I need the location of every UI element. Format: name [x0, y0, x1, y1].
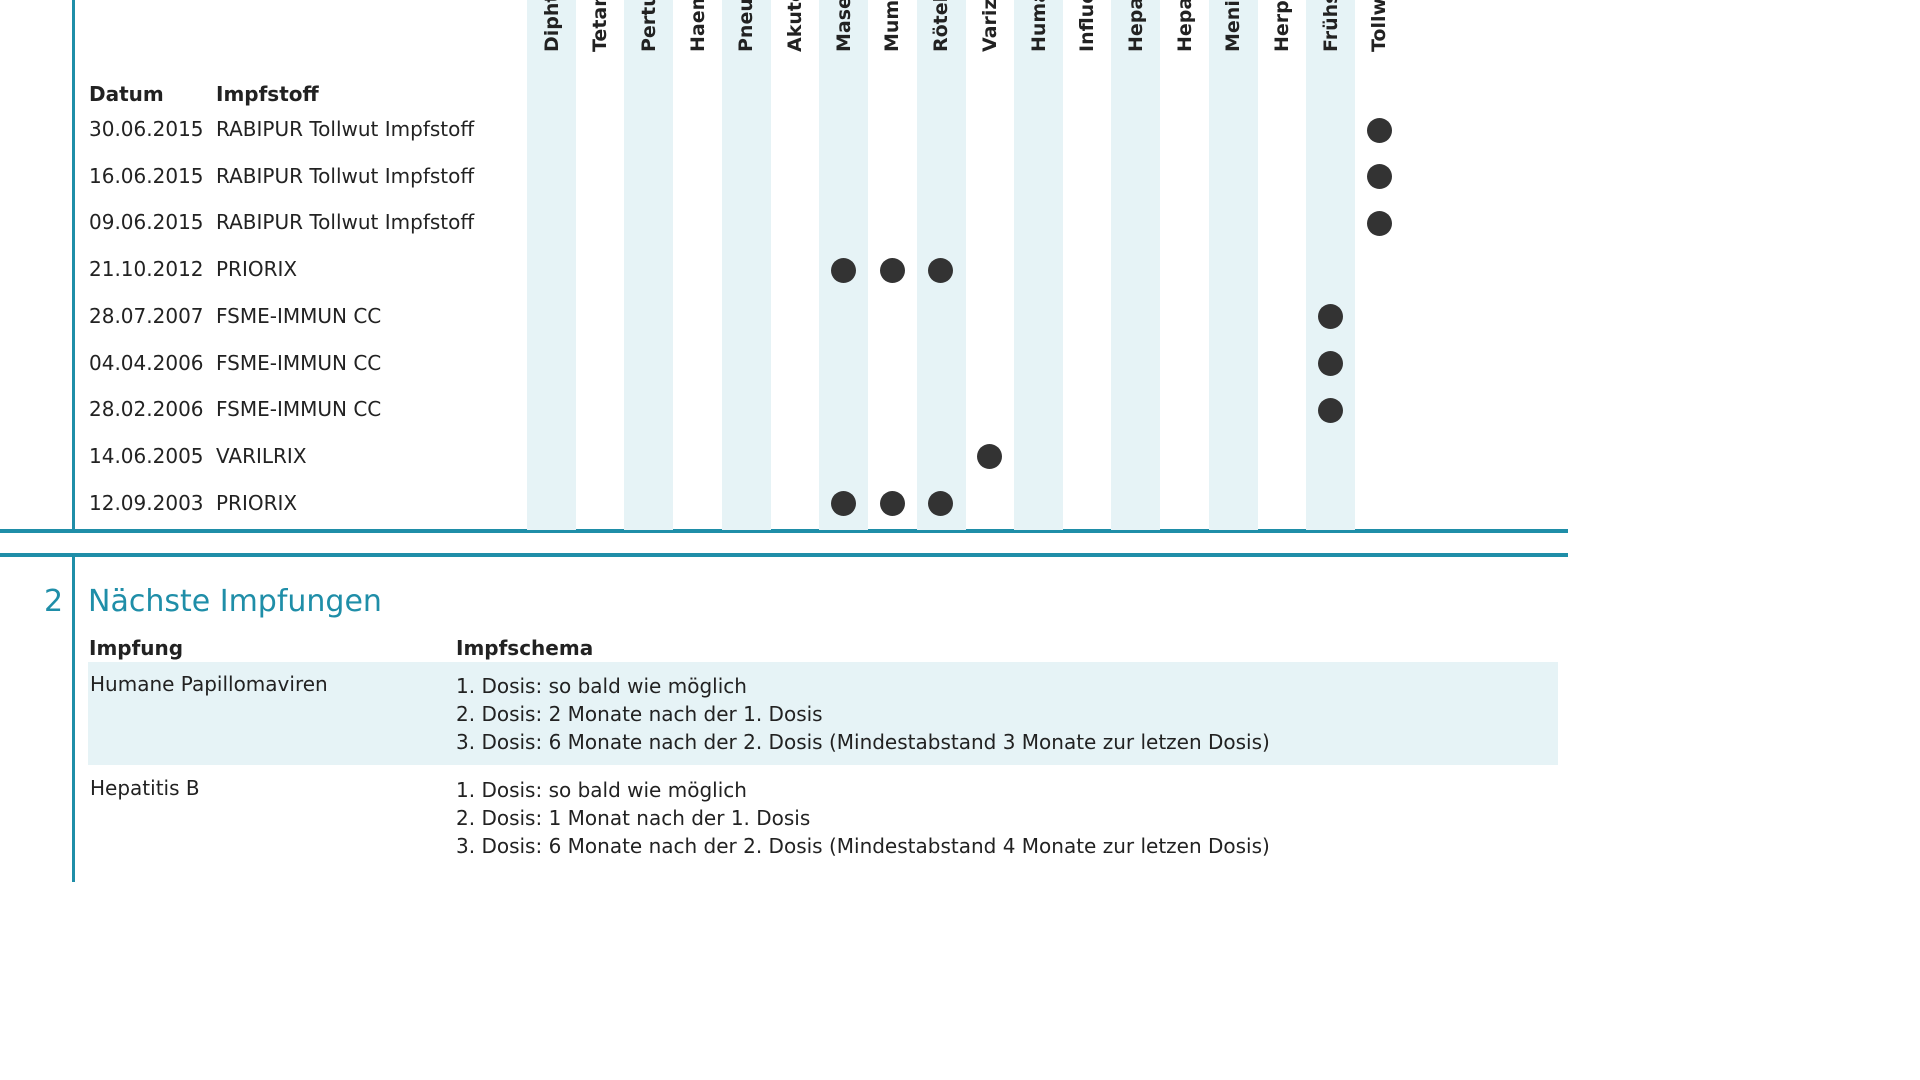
column-stripe: [1111, 0, 1161, 530]
disease-label: Hepatitis B: [1174, 0, 1196, 52]
vaccine-name: PRIORIX: [216, 490, 298, 515]
vaccine-name: PRIORIX: [216, 257, 298, 282]
disease-label: Diphtherie: [541, 0, 563, 52]
disease-label: Akute Poliomyelitis: [784, 0, 806, 52]
disease-column-header: Röteln: [917, 0, 966, 76]
vaccination-schema: 1. Dosis: so bald wie möglich 2. Dosis: 1…: [456, 776, 1270, 860]
vaccination-name: Humane Papillomaviren: [90, 672, 328, 696]
vaccination-date: 09.06.2015: [89, 210, 204, 235]
section-title: Nächste Impfungen: [88, 584, 382, 619]
disease-column-header: Mumps: [868, 0, 917, 76]
section-2-top-rule: [0, 553, 1568, 557]
column-stripe: [1208, 0, 1258, 530]
vaccine-name: RABIPUR Tollwut Impfstoff: [216, 163, 475, 188]
disease-label: Masern: [832, 0, 855, 52]
disease-column-header: Herpes Zoster: [1258, 0, 1307, 76]
disease-column-header: Influenza: [1063, 0, 1112, 76]
disease-column-header: Hepatitis B: [1160, 0, 1209, 76]
vaccine-name: FSME-IMMUN CC: [216, 350, 382, 375]
column-stripe: [527, 0, 576, 530]
column-stripe: [1014, 0, 1063, 530]
vaccination-mark-dot: [1366, 210, 1392, 236]
disease-label: Haemophilus: [687, 0, 709, 52]
vaccination-column-header: Impfung: [89, 636, 184, 660]
disease-column-header: Hepatitis A: [1111, 0, 1160, 76]
disease-column-header: Pertussis: [624, 0, 673, 76]
column-stripe: [624, 0, 674, 530]
disease-label: Hepatitis A: [1125, 0, 1147, 52]
vaccination-mark-dot: [977, 444, 1003, 470]
vaccine-name: RABIPUR Tollwut Impfstoff: [216, 210, 475, 235]
schema-line: 1. Dosis: so bald wie möglich: [456, 778, 747, 802]
vaccination-mark-dot: [928, 257, 954, 283]
schema-line: 1. Dosis: so bald wie möglich: [456, 674, 747, 698]
disease-label: Pneumokokken: [735, 0, 757, 52]
disease-label: Röteln: [930, 0, 953, 52]
disease-label: Frühsommer-Meningoenzephalitis: [1320, 0, 1342, 52]
vaccination-date: 30.06.2015: [89, 117, 204, 141]
disease-label: Meningokokken: [1222, 0, 1244, 52]
disease-column-header: Varizellen: [965, 0, 1014, 76]
section-2-left-border: [72, 556, 75, 882]
vaccination-name: Hepatitis B: [90, 776, 200, 800]
disease-column-header: Frühsommer-Meningoenzephalitis: [1306, 0, 1355, 76]
vaccination-mark-dot: [1318, 397, 1344, 423]
disease-column-header: Meningokokken: [1209, 0, 1258, 76]
schema-column-header: Impfschema: [456, 636, 594, 660]
next-vaccination-row: Humane Papillomaviren 1. Dosis: so bald w…: [88, 662, 1558, 765]
disease-label: Tollwut: [1368, 0, 1391, 52]
vaccination-mark-dot: [831, 491, 857, 517]
disease-column-header: Akute Poliomyelitis: [771, 0, 820, 76]
vaccination-mark-dot: [879, 491, 905, 517]
disease-column-header: Humane Papillomaviren: [1014, 0, 1063, 76]
column-stripe: [721, 0, 771, 530]
vaccination-mark-dot: [1366, 164, 1392, 190]
vaccination-schema: 1. Dosis: so bald wie möglich 2. Dosis: 2…: [456, 672, 1270, 756]
next-vaccination-row: Hepatitis B 1. Dosis: so bald wie möglich…: [88, 766, 1558, 869]
disease-column-header: Pneumokokken: [722, 0, 771, 76]
disease-column-header: Haemophilus: [673, 0, 722, 76]
vaccine-column-header: Impfstoff: [216, 82, 319, 106]
disease-column-header: Masern: [819, 0, 868, 76]
vaccination-date: 21.10.2012: [89, 257, 204, 282]
column-stripe: [1306, 0, 1356, 530]
disease-column-header: Tollwut: [1355, 0, 1404, 76]
vaccine-name: RABIPUR Tollwut Impfstoff: [216, 117, 475, 141]
vaccine-name: FSME-IMMUN CC: [216, 303, 382, 328]
disease-column-header: Diphtherie: [527, 0, 576, 76]
vaccination-mark-dot: [879, 257, 905, 283]
disease-column-header: Tetanus: [576, 0, 625, 76]
disease-label: Pertussis: [637, 0, 660, 52]
vaccination-mark-dot: [928, 491, 954, 517]
vaccination-date: 04.04.2006: [89, 350, 204, 375]
disease-label: Tetanus: [589, 0, 612, 52]
section-1-bottom-rule: [0, 529, 1568, 533]
disease-label: Influenza: [1076, 0, 1099, 52]
vaccine-name: VARILRIX: [216, 443, 307, 468]
vaccination-mark-dot: [1318, 351, 1344, 376]
disease-label: Herpes Zoster: [1271, 0, 1293, 52]
disease-label: Varizellen: [979, 0, 1001, 52]
vaccination-mark-dot: [831, 257, 857, 283]
vaccination-date: 28.02.2006: [89, 397, 204, 422]
section-number: 2: [44, 584, 64, 619]
disease-label: Mumps: [881, 0, 904, 52]
vaccination-date: 12.09.2003: [89, 490, 204, 515]
vaccination-date: 16.06.2015: [89, 163, 204, 188]
schema-line: 2. Dosis: 1 Monat nach der 1. Dosis: [456, 806, 811, 830]
vaccine-name: FSME-IMMUN CC: [216, 397, 382, 422]
section-1-left-border: [72, 0, 75, 530]
schema-line: 2. Dosis: 2 Monate nach der 1. Dosis: [456, 702, 823, 726]
schema-line: 3. Dosis: 6 Monate nach der 2. Dosis (Mi…: [456, 730, 1270, 754]
vaccination-date: 28.07.2007: [89, 303, 204, 328]
schema-line: 3. Dosis: 6 Monate nach der 2. Dosis (Mi…: [456, 834, 1270, 858]
vaccination-mark-dot: [1318, 304, 1344, 330]
disease-label: Humane Papillomaviren: [1028, 0, 1050, 52]
date-column-header: Datum: [89, 82, 164, 106]
vaccination-mark-dot: [1366, 117, 1392, 143]
vaccination-date: 14.06.2005: [89, 443, 204, 468]
